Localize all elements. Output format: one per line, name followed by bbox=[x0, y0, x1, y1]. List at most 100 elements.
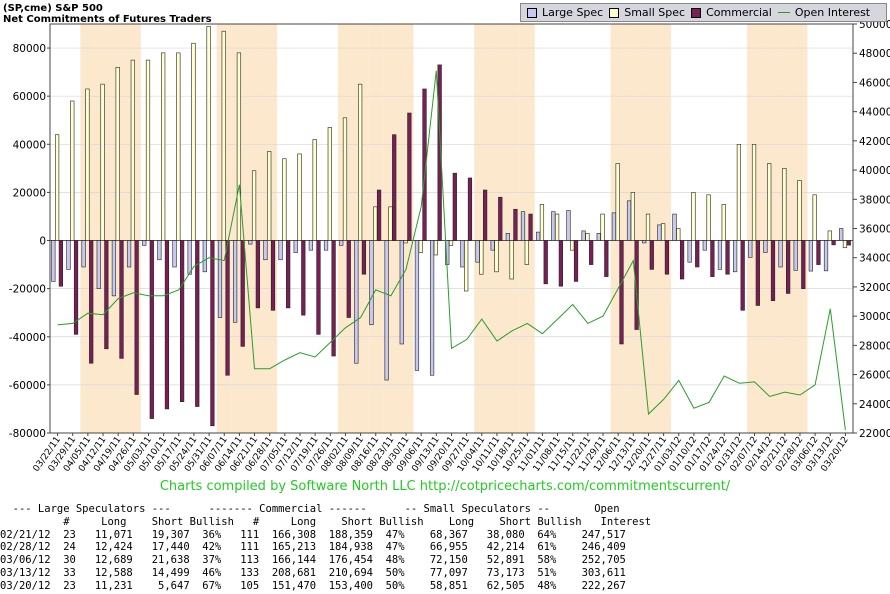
legend-item-large-spec: Large Spec bbox=[527, 6, 603, 19]
y-right-tick-label: 240000 bbox=[859, 399, 890, 411]
y-left-tick-label: 0 bbox=[39, 236, 46, 248]
bar-small-spec bbox=[706, 194, 711, 241]
bar-large-spec bbox=[233, 240, 238, 323]
y-right-tick-label: 280000 bbox=[859, 340, 890, 352]
background-band bbox=[459, 24, 475, 433]
stats-row: 03/13/12 33 12,588 14,499 46% 133 208,68… bbox=[0, 566, 626, 579]
bar-commercial bbox=[816, 240, 821, 265]
bar-commercial bbox=[467, 177, 473, 241]
y-axis-right: 220000 240000 260000 280000 300000 320000 3400… bbox=[853, 19, 890, 440]
bar-commercial bbox=[240, 240, 245, 347]
bar-large-spec bbox=[51, 240, 56, 282]
bar-large-spec bbox=[823, 240, 829, 272]
bar-small-spec bbox=[509, 240, 514, 280]
y-right-tick-label: 320000 bbox=[859, 282, 890, 294]
bar-small-spec bbox=[494, 240, 499, 273]
x-axis: 03/22/1103/29/1104/05/1104/12/1104/19/11… bbox=[32, 433, 851, 474]
bar-commercial bbox=[619, 240, 624, 345]
legend-label: Large Spec bbox=[542, 6, 604, 19]
y-right-tick-label: 460000 bbox=[859, 77, 890, 89]
bar-small-spec bbox=[418, 240, 423, 253]
bar-commercial bbox=[679, 240, 685, 280]
bar-commercial bbox=[301, 240, 306, 316]
bar-commercial bbox=[210, 240, 215, 427]
bar-commercial bbox=[755, 240, 760, 306]
bar-small-spec bbox=[236, 52, 242, 241]
bar-small-spec bbox=[751, 143, 757, 241]
bar-large-spec bbox=[717, 240, 723, 270]
bar-small-spec bbox=[145, 59, 151, 241]
bar-small-spec bbox=[221, 30, 226, 241]
bar-commercial bbox=[255, 240, 260, 309]
open-interest-line-path bbox=[57, 70, 846, 431]
bar-large-spec bbox=[520, 211, 526, 241]
bar-commercial bbox=[589, 240, 594, 265]
stats-header-2: # Long Short Bullish # Long Short Bullis… bbox=[0, 515, 652, 528]
bar-small-spec bbox=[615, 163, 620, 241]
bar-small-spec bbox=[100, 83, 105, 241]
bar-commercial bbox=[164, 240, 170, 410]
bar-commercial bbox=[770, 240, 776, 301]
bar-large-spec bbox=[263, 240, 268, 261]
stats-table: --- Large Speculators --- ------- Commer… bbox=[0, 503, 651, 593]
bar-large-spec bbox=[202, 240, 207, 273]
bar-small-spec bbox=[797, 180, 802, 241]
legend-swatch-large-spec bbox=[527, 7, 537, 18]
bar-small-spec bbox=[282, 158, 287, 241]
bar-large-spec bbox=[672, 213, 677, 241]
bar-commercial bbox=[361, 240, 367, 275]
bar-commercial bbox=[225, 240, 230, 376]
bar-large-spec bbox=[611, 212, 617, 241]
bar-commercial bbox=[483, 189, 488, 241]
y-right-tick-label: 400000 bbox=[859, 165, 890, 177]
bar-commercial bbox=[270, 240, 276, 311]
bar-small-spec bbox=[191, 42, 196, 241]
bar-large-spec bbox=[460, 240, 465, 268]
bar-large-spec bbox=[475, 240, 480, 263]
legend-swatch-small-spec bbox=[609, 7, 620, 18]
bar-commercial bbox=[407, 112, 412, 241]
y-axis-left: -80000 -60000 -40000 -20000 0 20000 40000 60000… bbox=[9, 43, 50, 440]
bar-large-spec bbox=[642, 240, 647, 244]
bar-large-spec bbox=[126, 240, 132, 268]
bar-small-spec bbox=[267, 151, 272, 241]
bar-commercial bbox=[437, 64, 442, 241]
bar-commercial bbox=[710, 240, 715, 277]
y-left-tick-label: -60000 bbox=[9, 380, 46, 392]
legend-item-small-spec: Small Spec bbox=[609, 6, 685, 19]
credit-line: Charts compiled by Software North LLC ht… bbox=[159, 479, 731, 494]
bar-small-spec bbox=[403, 240, 408, 244]
stats-header-1: --- Large Speculators --- ------- Commer… bbox=[0, 503, 620, 515]
bar-small-spec bbox=[176, 52, 181, 241]
y-right-tick-label: 300000 bbox=[859, 311, 890, 323]
bar-small-spec bbox=[312, 139, 317, 241]
bar-commercial bbox=[376, 189, 382, 241]
y-right-tick-label: 480000 bbox=[859, 48, 890, 60]
bar-commercial bbox=[801, 240, 806, 289]
bar-large-spec bbox=[217, 240, 223, 318]
bar-commercial bbox=[558, 240, 563, 287]
bar-large-spec bbox=[354, 240, 359, 364]
y-right-tick-label: 360000 bbox=[859, 224, 890, 236]
bar-small-spec bbox=[645, 213, 651, 241]
bar-large-spec bbox=[142, 240, 147, 246]
bar-large-spec bbox=[581, 230, 586, 241]
y-left-tick-label: 20000 bbox=[13, 187, 46, 199]
bars bbox=[51, 26, 851, 427]
bar-small-spec bbox=[373, 206, 378, 241]
background-band bbox=[837, 24, 853, 433]
background-band bbox=[519, 24, 535, 433]
bar-small-spec bbox=[585, 233, 590, 241]
bar-small-spec bbox=[812, 194, 817, 241]
bar-small-spec bbox=[448, 240, 454, 246]
legend-item-open-interest: Open Interest bbox=[777, 6, 870, 19]
background-band bbox=[565, 24, 581, 433]
bar-commercial bbox=[664, 240, 670, 275]
bar-large-spec bbox=[278, 240, 283, 261]
bar-large-spec bbox=[172, 240, 177, 268]
bar-small-spec bbox=[297, 153, 302, 241]
bar-commercial bbox=[528, 213, 533, 241]
legend-swatch-commercial bbox=[691, 7, 702, 18]
bar-small-spec bbox=[161, 52, 166, 241]
